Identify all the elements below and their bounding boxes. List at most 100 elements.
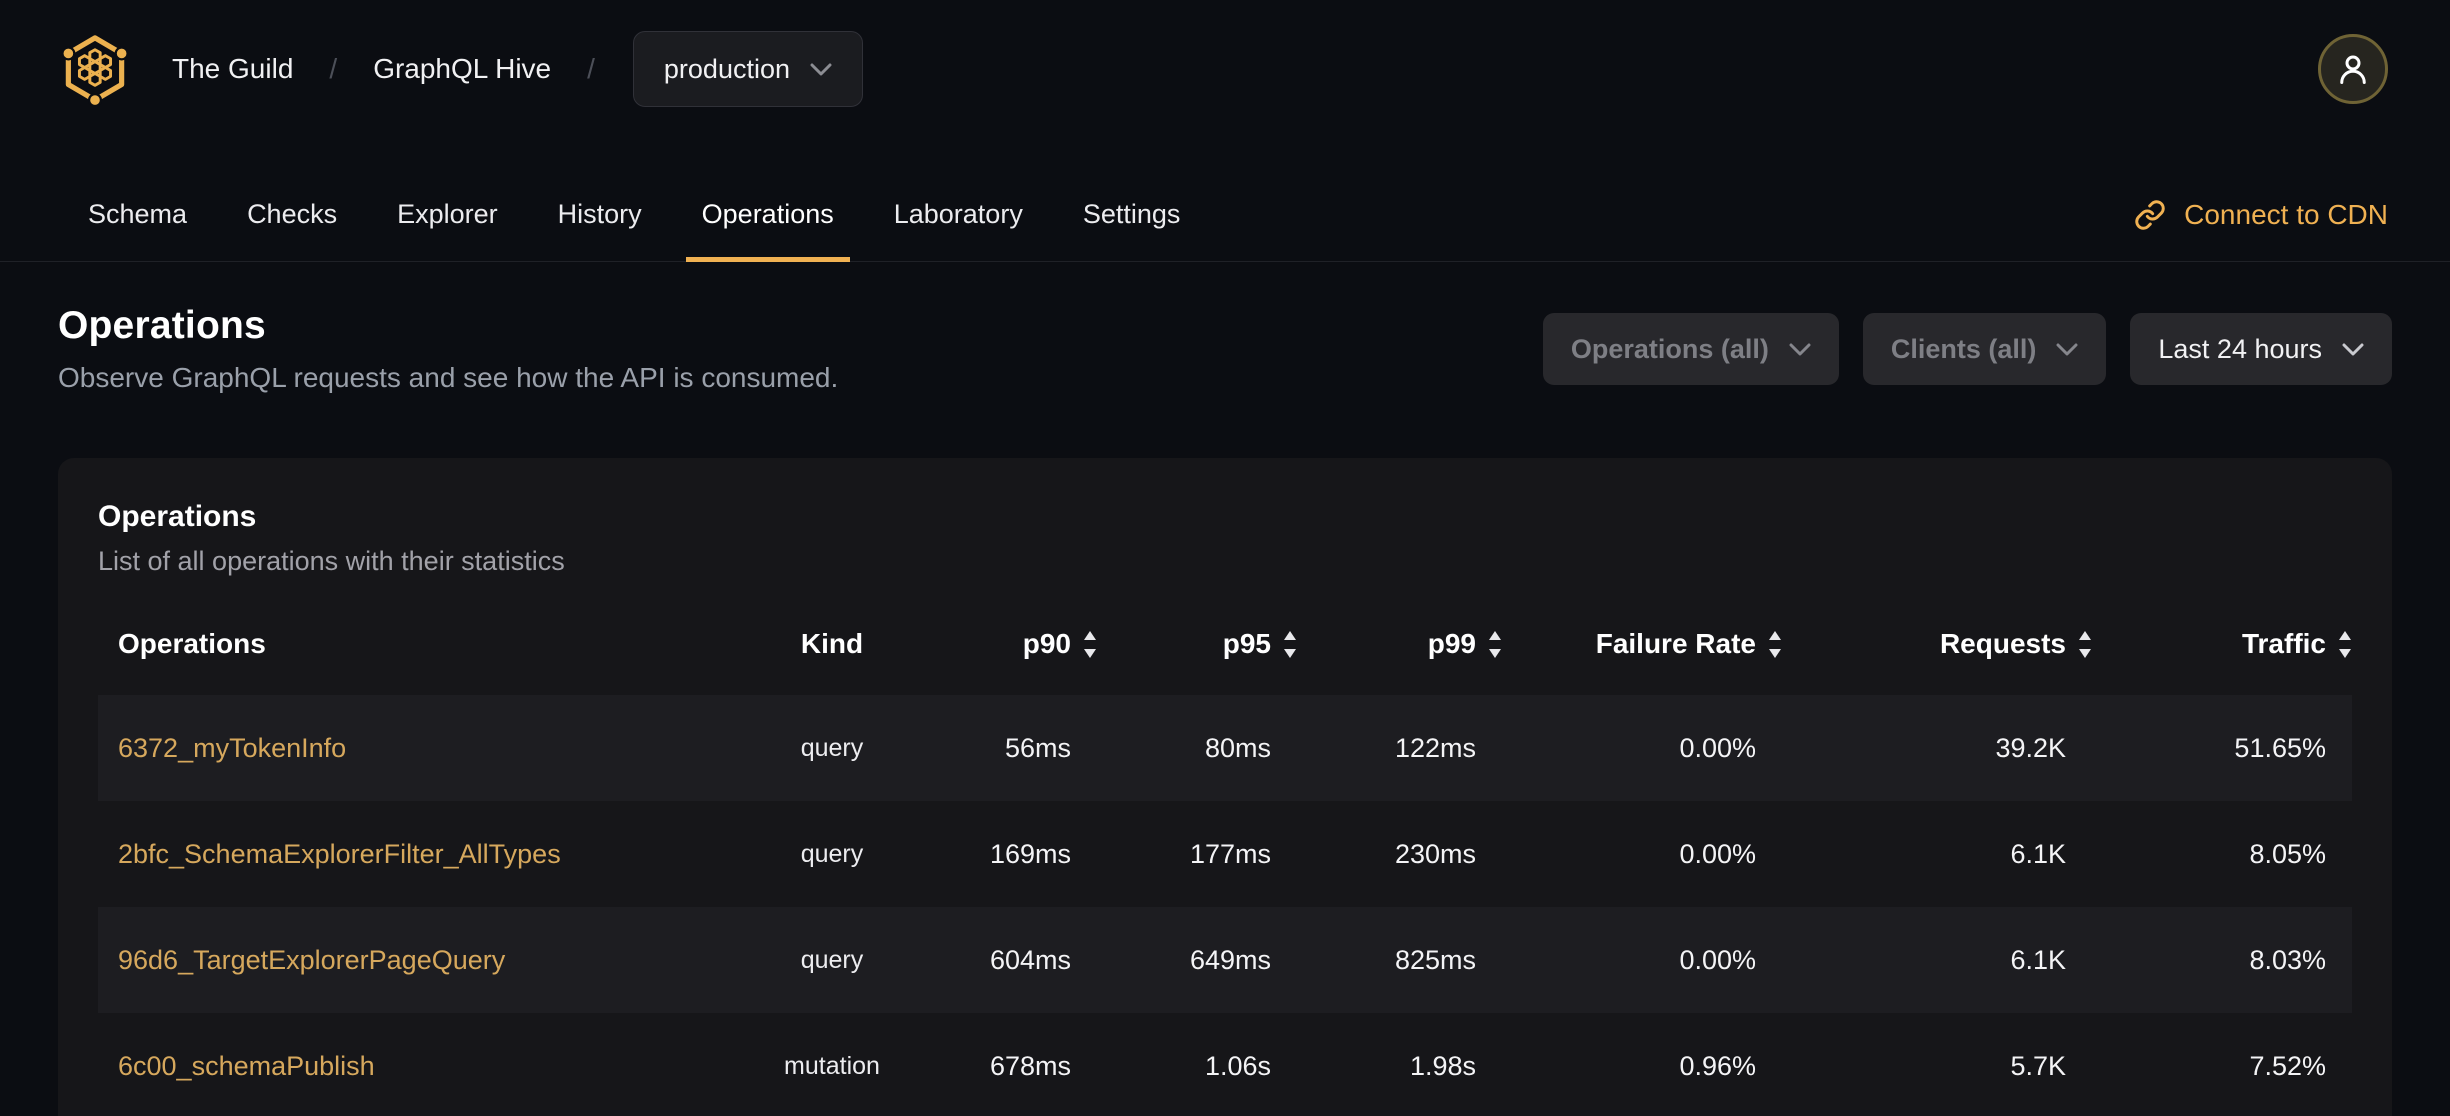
operation-traffic: 8.05% [2249, 838, 2326, 869]
target-select-value: production [663, 53, 790, 84]
table-row: 6c00_schemaPublish mutation 678ms 1.06s … [98, 1013, 2352, 1116]
tab-settings[interactable]: Settings [1053, 168, 1211, 261]
sort-arrows-icon [1768, 630, 1782, 658]
card-subtitle: List of all operations with their statis… [98, 546, 565, 576]
page-subtitle: Observe GraphQL requests and see how the… [58, 362, 839, 393]
sort-arrows-icon [1083, 630, 1097, 658]
operation-name-link[interactable]: 96d6_TargetExplorerPageQuery [118, 944, 506, 975]
period-filter-dropdown[interactable]: Last 24 hours [2130, 313, 2392, 385]
sort-arrows-icon [1488, 630, 1502, 658]
top-bar: The Guild / GraphQL Hive / production [0, 0, 2450, 132]
tab-label: Laboratory [893, 199, 1023, 229]
breadcrumb-project[interactable]: GraphQL Hive [373, 53, 552, 84]
operation-kind: query [800, 733, 864, 762]
operation-traffic: 7.52% [2249, 1050, 2326, 1081]
column-header-operations: Operations [118, 628, 266, 659]
operation-p90: 169ms [989, 838, 1071, 869]
operation-p90: 56ms [1004, 732, 1071, 763]
sort-arrows-icon [1283, 630, 1297, 658]
page-header: Operations Observe GraphQL requests and … [0, 262, 2450, 394]
sort-arrows-icon [2078, 630, 2092, 658]
column-header-kind: Kind [800, 628, 864, 659]
operations-filter-value: Operations (all) [1570, 333, 1769, 364]
operation-traffic: 51.65% [2234, 732, 2326, 763]
tab-schema[interactable]: Schema [58, 168, 217, 261]
column-header-p99[interactable]: p99 [1297, 628, 1502, 660]
sort-arrows-icon [2338, 630, 2352, 658]
operation-name-link[interactable]: 6c00_schemaPublish [118, 1050, 375, 1081]
breadcrumb-org[interactable]: The Guild [172, 53, 294, 84]
tab-explorer[interactable]: Explorer [367, 168, 528, 261]
operation-failure-rate: 0.00% [1679, 838, 1756, 869]
operations-filter-dropdown[interactable]: Operations (all) [1542, 313, 1839, 385]
tab-bar: Schema Checks Explorer History Operation… [0, 132, 2450, 262]
operation-traffic: 8.03% [2249, 944, 2326, 975]
tab-label: History [557, 199, 642, 229]
operation-p90: 604ms [989, 944, 1071, 975]
operation-p95: 177ms [1189, 838, 1271, 869]
tab-label: Operations [701, 199, 834, 229]
user-icon [2340, 55, 2366, 84]
operation-p99: 825ms [1394, 944, 1476, 975]
tab-laboratory[interactable]: Laboratory [864, 168, 1053, 261]
operation-kind: mutation [784, 1051, 880, 1080]
page-title: Operations [58, 304, 266, 347]
tab-label: Settings [1082, 199, 1181, 229]
chevron-down-icon [2056, 343, 2078, 355]
table-row: 6372_myTokenInfo query 56ms 80ms 122ms 0… [98, 695, 2352, 801]
period-filter-value: Last 24 hours [2158, 333, 2322, 364]
column-label: Requests [1939, 628, 2066, 659]
user-menu-button[interactable] [2318, 34, 2388, 104]
card-title: Operations [98, 500, 257, 533]
operation-kind: query [800, 945, 864, 974]
clients-filter-dropdown[interactable]: Clients (all) [1862, 313, 2107, 385]
operation-p95: 649ms [1189, 944, 1271, 975]
operations-table: Operations Kind p90 p95 p99 [98, 609, 2352, 1116]
operation-p95: 1.06s [1204, 1050, 1271, 1081]
operations-card: Operations List of all operations with t… [58, 458, 2392, 1116]
operation-p90: 678ms [989, 1050, 1071, 1081]
column-label: p99 [1427, 628, 1476, 659]
operation-requests: 6.1K [2010, 838, 2066, 869]
column-header-p95[interactable]: p95 [1097, 628, 1297, 660]
tab-label: Checks [247, 199, 338, 229]
tab-checks[interactable]: Checks [217, 168, 367, 261]
breadcrumb-separator: / [587, 53, 595, 84]
operation-p99: 122ms [1394, 732, 1476, 763]
column-label: Failure Rate [1595, 628, 1756, 659]
target-select-dropdown[interactable]: production [632, 31, 863, 107]
operation-kind: query [800, 839, 864, 868]
operation-requests: 6.1K [2010, 944, 2066, 975]
column-header-requests[interactable]: Requests [1782, 628, 2092, 660]
column-label: p95 [1222, 628, 1271, 659]
chevron-down-icon [810, 63, 832, 75]
operation-name-link[interactable]: 2bfc_SchemaExplorerFilter_AllTypes [118, 838, 561, 869]
hive-logo-icon[interactable] [58, 32, 132, 106]
connect-to-cdn-button[interactable]: Connect to CDN [2134, 199, 2388, 231]
column-header-failure-rate[interactable]: Failure Rate [1502, 628, 1782, 660]
clients-filter-value: Clients (all) [1890, 333, 2037, 364]
operation-p99: 1.98s [1409, 1050, 1476, 1081]
operation-requests: 39.2K [1995, 732, 2066, 763]
operation-p99: 230ms [1394, 838, 1476, 869]
operation-failure-rate: 0.00% [1679, 944, 1756, 975]
operation-failure-rate: 0.96% [1679, 1050, 1756, 1081]
tab-label: Explorer [397, 199, 498, 229]
column-header-traffic[interactable]: Traffic [2092, 628, 2352, 660]
table-header-row: Operations Kind p90 p95 p99 [98, 609, 2352, 679]
chevron-down-icon [1789, 343, 1811, 355]
table-row: 2bfc_SchemaExplorerFilter_AllTypes query… [98, 801, 2352, 907]
column-label: Traffic [2241, 628, 2326, 659]
chevron-down-icon [2342, 343, 2364, 355]
tab-history[interactable]: History [528, 168, 672, 261]
link-icon [2135, 199, 2165, 230]
table-row: 96d6_TargetExplorerPageQuery query 604ms… [98, 907, 2352, 1013]
operation-p95: 80ms [1204, 732, 1271, 763]
tab-label: Schema [88, 199, 188, 229]
connect-to-cdn-label: Connect to CDN [2184, 198, 2388, 230]
tab-operations[interactable]: Operations [672, 168, 864, 262]
column-header-p90[interactable]: p90 [907, 628, 1097, 660]
operation-failure-rate: 0.00% [1679, 732, 1756, 763]
operation-name-link[interactable]: 6372_myTokenInfo [118, 732, 347, 763]
operation-requests: 5.7K [2010, 1050, 2066, 1081]
